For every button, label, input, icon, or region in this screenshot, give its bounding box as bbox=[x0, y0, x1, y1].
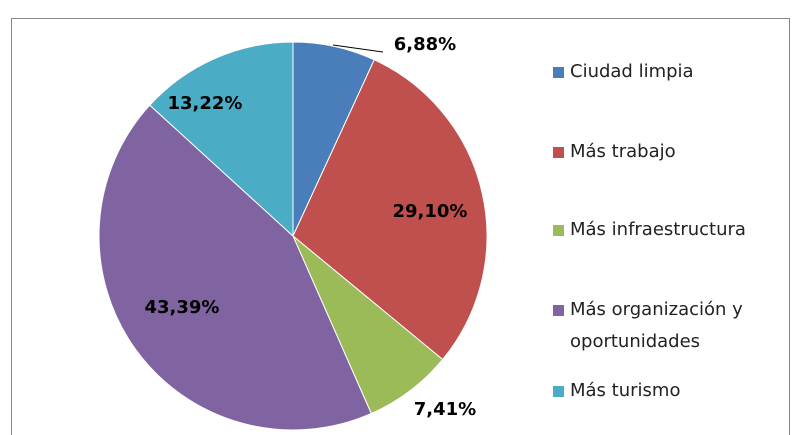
legend-label: Más turismo bbox=[570, 380, 681, 401]
legend-item: Más organización y oportunidades bbox=[553, 294, 785, 358]
legend-item: Ciudad limpia bbox=[553, 56, 785, 88]
legend-swatch bbox=[553, 147, 564, 158]
legend-item: Más turismo bbox=[553, 375, 785, 407]
value-label: 13,22% bbox=[168, 93, 243, 114]
legend-label: Ciudad limpia bbox=[570, 61, 694, 82]
value-label: 43,39% bbox=[145, 297, 220, 318]
legend-swatch bbox=[553, 225, 564, 236]
value-label: 6,88% bbox=[394, 34, 456, 55]
value-label: 29,10% bbox=[393, 201, 468, 222]
chart-border bbox=[11, 18, 790, 435]
pie-slice bbox=[292, 59, 488, 361]
legend-swatch bbox=[553, 67, 564, 78]
legend-label: Más organización y oportunidades bbox=[570, 299, 743, 352]
pie-slice bbox=[98, 104, 372, 431]
legend-label: Más trabajo bbox=[570, 141, 676, 162]
legend-item: Más infraestructura bbox=[553, 214, 785, 246]
value-label: 7,41% bbox=[414, 399, 476, 420]
leader-line bbox=[332, 44, 384, 53]
pie-slice bbox=[149, 41, 294, 238]
legend-swatch bbox=[553, 386, 564, 397]
legend-label: Más infraestructura bbox=[570, 219, 746, 240]
legend-swatch bbox=[553, 305, 564, 316]
legend-item: Más trabajo bbox=[553, 136, 785, 168]
